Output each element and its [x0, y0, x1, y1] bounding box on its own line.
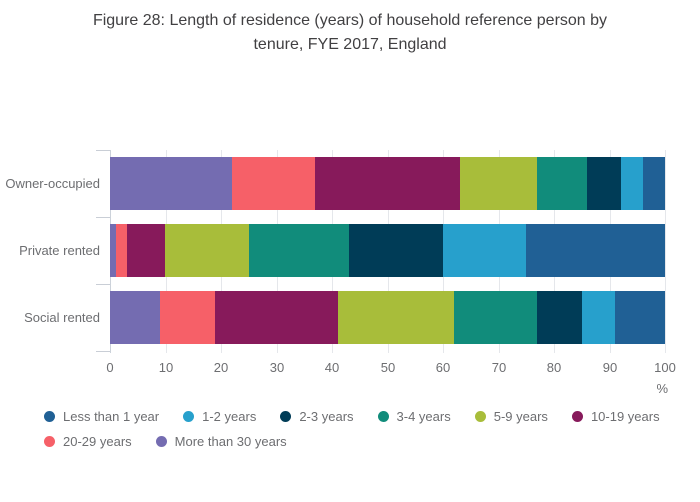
x-axis-tick-label: 30 — [269, 360, 285, 375]
legend-marker-icon — [474, 411, 486, 422]
legend-item[interactable]: 2-3 years — [280, 409, 354, 424]
legend-item[interactable]: More than 30 years — [155, 434, 287, 449]
legend-marker-icon — [377, 411, 389, 422]
bar-segment[interactable] — [581, 291, 616, 344]
legend-item[interactable]: 3-4 years — [377, 409, 451, 424]
x-axis-tick-label: 90 — [602, 360, 618, 375]
x-axis-tick-label: 80 — [546, 360, 562, 375]
bar-segment[interactable] — [232, 157, 316, 210]
bar-segment[interactable] — [537, 291, 582, 344]
legend-marker-icon — [280, 411, 292, 422]
legend-marker-icon — [571, 411, 583, 422]
bar-segment[interactable] — [110, 157, 233, 210]
legend-marker-icon — [44, 436, 55, 447]
legend-item-label: 3-4 years — [396, 409, 451, 424]
y-axis-tick — [96, 351, 110, 352]
bar-segment[interactable] — [587, 157, 621, 210]
category-label: Private rented — [19, 242, 100, 258]
bar-segment[interactable] — [537, 157, 588, 210]
bar-segment[interactable] — [315, 157, 460, 210]
legend-marker-icon — [155, 436, 167, 447]
bar-segment[interactable] — [620, 157, 643, 210]
bar-segment[interactable] — [115, 224, 127, 277]
bar-segment[interactable] — [442, 224, 527, 277]
bar-segment[interactable] — [126, 224, 166, 277]
x-axis-tick-label: 10 — [158, 360, 174, 375]
x-axis-tick-label: 70 — [491, 360, 507, 375]
bar-segment[interactable] — [110, 291, 160, 344]
legend-item-label: 5-9 years — [493, 409, 548, 424]
legend-item[interactable]: 1-2 years — [183, 409, 256, 424]
bar-row — [110, 157, 665, 210]
gridline — [665, 150, 666, 353]
y-axis-tick — [96, 284, 110, 285]
legend-item[interactable]: 10-19 years — [571, 409, 660, 424]
legend: Less than 1 year 1-2 years 2-3 years 3-4 ye… — [44, 404, 694, 454]
legend-item[interactable]: 5-9 years — [474, 409, 548, 424]
y-axis-tick — [96, 217, 110, 218]
legend-item-label: 20-29 years — [63, 434, 132, 449]
legend-row: Less than 1 year 1-2 years 2-3 years 3-4 ye… — [44, 404, 694, 429]
x-axis-tick-label: 50 — [380, 360, 396, 375]
legend-item[interactable]: Less than 1 year — [44, 409, 159, 424]
x-axis-tick-label: 0 — [106, 360, 114, 375]
legend-marker-icon — [183, 411, 195, 422]
bar-segment[interactable] — [348, 224, 443, 277]
x-axis-tick-label: 40 — [324, 360, 340, 375]
legend-item-label: 10-19 years — [590, 409, 660, 424]
legend-item-label: Less than 1 year — [63, 409, 160, 424]
x-axis-unit-label: % — [656, 381, 668, 396]
legend-row: 20-29 years More than 30 years — [44, 429, 694, 454]
bar-segment[interactable] — [159, 291, 216, 344]
x-axis-tick-label: 60 — [435, 360, 451, 375]
bar-segment[interactable] — [215, 291, 338, 344]
bar-segment[interactable] — [165, 224, 249, 277]
bar-segment[interactable] — [642, 157, 665, 210]
category-label: Owner-occupied — [5, 175, 100, 191]
y-axis-tick — [96, 150, 110, 151]
x-axis-tick-label: 20 — [213, 360, 229, 375]
bar-segment[interactable] — [459, 157, 538, 210]
bar-segment[interactable] — [337, 291, 455, 344]
legend-item-label: 1-2 years — [202, 409, 257, 424]
bar-segment[interactable] — [454, 291, 538, 344]
bar-segment[interactable] — [248, 224, 349, 277]
chart-title: Figure 28: Length of residence (years) o… — [92, 12, 608, 53]
bar-segment[interactable] — [110, 224, 116, 277]
bar-segment[interactable] — [526, 224, 665, 277]
legend-item-label: More than 30 years — [174, 434, 287, 449]
bar-segment[interactable] — [615, 291, 665, 344]
x-axis-tick-label: 100 — [654, 360, 676, 375]
legend-item-label: 2-3 years — [299, 409, 354, 424]
bar-row — [110, 291, 665, 344]
bar-row — [110, 224, 665, 277]
category-label: Social rented — [24, 309, 100, 325]
legend-marker-icon — [44, 411, 55, 422]
legend-item[interactable]: 20-29 years — [44, 434, 132, 449]
